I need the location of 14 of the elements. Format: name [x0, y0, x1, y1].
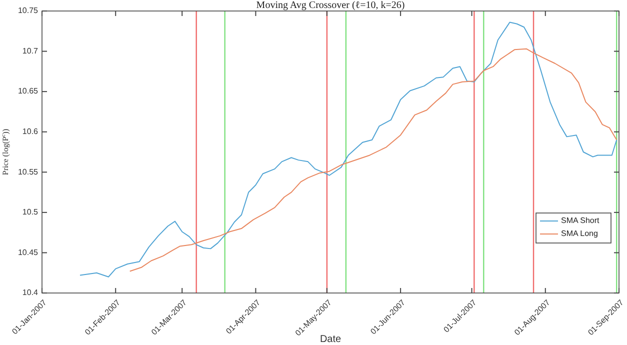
y-tick-label: 10.55 [18, 167, 39, 176]
line-series [129, 48, 618, 272]
y-tick-label: 10.7 [22, 46, 39, 56]
line-series [79, 22, 618, 278]
y-tick-label: 10.65 [18, 86, 39, 96]
y-tick-label: 10.5 [22, 208, 39, 217]
y-tick-label: 10.45 [18, 248, 39, 257]
x-axis-title: Date [320, 334, 342, 345]
legend-label: SMA Long [561, 229, 598, 238]
y-tick-label: 10.75 [18, 6, 39, 16]
legend-label: SMA Short [561, 216, 600, 226]
y-tick-label: 10.6 [22, 126, 39, 136]
y-tick-label: 10.4 [22, 288, 39, 298]
chart-title: Moving Avg Crossover (ℓ=10, k=26) [256, 0, 405, 11]
